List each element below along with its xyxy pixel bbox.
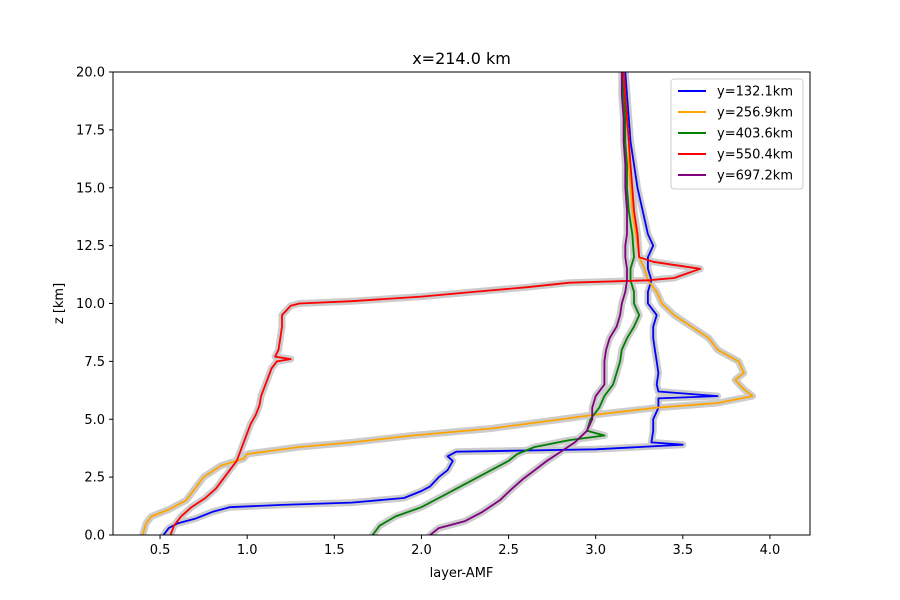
x-tick-label: 1.5 [324,543,345,558]
x-tick-label: 2.5 [498,543,519,558]
x-tick-label: 3.0 [585,543,606,558]
legend-label: y=550.4km [717,148,793,163]
x-tick-label: 3.5 [672,543,693,558]
series-line-3 [371,72,641,535]
axes: 0.5 1.0 1.5 2.0 2.5 3.0 3.5 4.0 0.0 2.5 5.0 7.5 10.0… [76,66,811,558]
legend: y=132.1km y=256.9km y=403.6km y=550.4km y=69… [670,78,804,190]
y-tick-label: 0.0 [84,529,105,544]
plot-area [139,72,756,535]
x-tick-label: 2.0 [411,543,432,558]
series-line-4 [169,72,702,535]
y-tick-label: 12.5 [76,239,105,254]
x-tick-label: 0.5 [150,543,171,558]
y-tick-label: 10.0 [76,297,105,312]
y-tick-label: 15.0 [76,181,105,196]
y-tick-label: 20.0 [76,66,105,81]
series-line-1 [162,72,719,535]
y-tick-label: 2.5 [84,471,105,486]
legend-box [670,78,804,190]
legend-label: y=132.1km [717,85,793,100]
legend-label: y=697.2km [717,169,793,184]
x-axis-label: layer-AMF [430,566,494,581]
legend-label: y=403.6km [717,127,793,142]
y-tick-label: 7.5 [84,355,105,370]
series-line-5 [429,72,628,535]
legend-label: y=256.9km [717,106,793,121]
x-tick-label: 1.0 [237,543,258,558]
y-tick-label: 5.0 [84,413,105,428]
y-axis-label: z [km] [52,283,67,324]
series-line-2 [141,72,754,535]
y-tick-label: 17.5 [76,123,105,138]
x-tick-label: 4.0 [760,543,781,558]
chart-title: x=214.0 km [412,49,511,68]
